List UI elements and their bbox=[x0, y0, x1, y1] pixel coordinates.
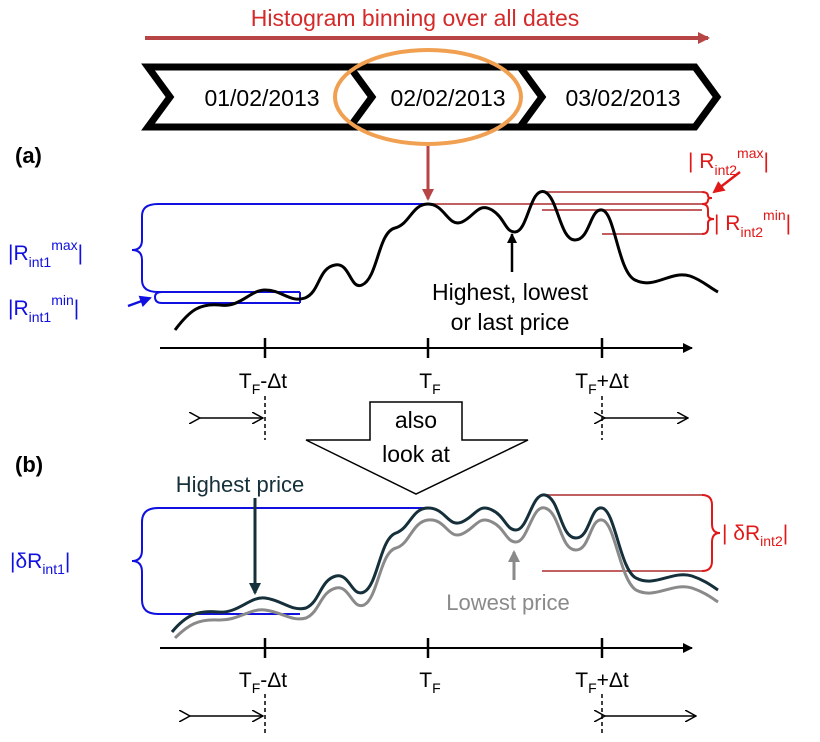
panel-b-label: (b) bbox=[15, 452, 43, 477]
blue-brace-max bbox=[131, 203, 159, 293]
axis-a-ticks bbox=[263, 338, 604, 358]
annotation-line2: or last price bbox=[451, 309, 570, 335]
label-rint2-min: | Rint2min| bbox=[714, 207, 791, 240]
header-title: Histogram binning over all dates bbox=[251, 5, 580, 31]
highest-price-label: Highest price bbox=[176, 472, 304, 497]
date-label-3: 03/02/2013 bbox=[565, 85, 680, 111]
date-chevron-3 bbox=[513, 63, 722, 131]
blue-brace-b bbox=[131, 507, 159, 615]
blue-level-lines bbox=[158, 203, 428, 304]
red-brace-min-2 bbox=[701, 203, 715, 235]
blue-brace-min bbox=[153, 291, 163, 304]
tick-b-1: TF-Δt bbox=[239, 669, 287, 696]
axis-b-ticks bbox=[263, 638, 604, 658]
date-label-1: 01/02/2013 bbox=[204, 85, 319, 111]
lowest-price-curve bbox=[173, 506, 719, 640]
transition-arrow bbox=[305, 401, 529, 495]
red-level-lines bbox=[428, 191, 702, 211]
label-rint1-min-arrow bbox=[127, 295, 152, 308]
label-rint1-max: |Rint1max| bbox=[8, 237, 83, 270]
label-drint1: |δRint1| bbox=[10, 550, 70, 577]
window-markers-b bbox=[190, 694, 696, 735]
highest-price-curve bbox=[170, 493, 719, 633]
tick-a-3: TF+Δt bbox=[575, 370, 629, 397]
transition-line2: look at bbox=[382, 441, 450, 467]
label-drint2: | δRint2| bbox=[722, 522, 788, 549]
red-level-lines-b bbox=[542, 494, 702, 572]
label-rint2-max-arrow bbox=[712, 171, 741, 194]
label-rint2-max: | Rint2max| bbox=[688, 145, 769, 178]
tick-a-1: TF-Δt bbox=[239, 370, 287, 397]
label-rint1-min: |Rint1min| bbox=[8, 292, 79, 325]
red-brace-max bbox=[701, 191, 713, 205]
panel-a-label: (a) bbox=[15, 143, 42, 168]
selected-date-ring bbox=[333, 48, 523, 146]
tick-b-3: TF+Δt bbox=[575, 669, 629, 696]
tick-b-2: TF bbox=[419, 669, 440, 696]
date-label-2: 02/02/2013 bbox=[390, 85, 505, 111]
lowest-price-label: Lowest price bbox=[446, 590, 570, 615]
tick-a-2: TF bbox=[419, 370, 440, 397]
annotation-line1: Highest, lowest bbox=[432, 279, 589, 305]
date-chevrons: 01/02/2013 02/02/2013 03/02/2013 bbox=[141, 63, 722, 131]
price-curve-a bbox=[173, 190, 719, 331]
blue-level-lines-b bbox=[158, 507, 428, 615]
window-markers-a bbox=[200, 396, 688, 440]
transition-line1: also bbox=[395, 407, 437, 433]
red-brace-b bbox=[701, 494, 721, 572]
